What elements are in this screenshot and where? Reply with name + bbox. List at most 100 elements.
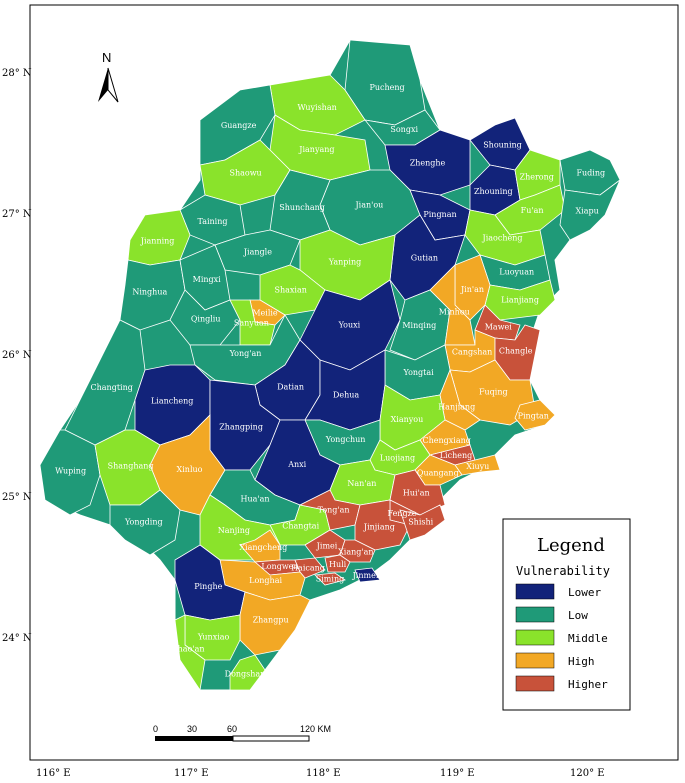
county-label: Jimei (316, 542, 338, 551)
latitude-labels: 28° N 27° N 26° N 25° N 24° N (2, 68, 32, 644)
region-sanyuan (229, 299, 276, 346)
lat-label-26: 26° N (2, 350, 32, 361)
county-label: Nan'an (347, 479, 376, 488)
county-label: Hanjiang (438, 403, 475, 412)
region-shanghang (94, 429, 161, 506)
legend: Legend Vulnerability Lower Low Middle High H… (502, 518, 631, 711)
county-label: Licheng (440, 451, 473, 460)
lat-label-27: 27° N (2, 209, 32, 220)
legend-item-label: High (568, 655, 595, 668)
county-label: Fengze (387, 509, 416, 518)
county-label: Minqing (402, 321, 436, 330)
scale-tick-60: 60 (227, 724, 237, 734)
region-shishi (399, 504, 446, 541)
county-label: Zhangpu (253, 616, 289, 625)
county-label: Liancheng (151, 397, 193, 406)
county-label: Longwen (261, 562, 298, 571)
county-label: Yanping (328, 257, 362, 266)
county-label: Xianyou (391, 415, 424, 424)
county-label: Changting (91, 383, 133, 392)
county-label: Zhenghe (410, 159, 446, 168)
county-label: Xiuyu (466, 462, 489, 471)
county-label: Yongding (124, 517, 163, 526)
county-label: Shunchang (279, 203, 325, 212)
county-label: Luoyuan (499, 268, 534, 277)
county-label: Anxi (287, 460, 306, 469)
lat-label-25: 25° N (2, 492, 32, 503)
region-pingtan (514, 399, 556, 431)
county-label: Yongtai (402, 368, 434, 377)
county-label: Quangang (417, 469, 459, 478)
legend-item-label: Low (568, 609, 588, 622)
county-label: Changle (499, 346, 533, 355)
legend-swatch (515, 629, 555, 646)
county-label: Xiang'an (338, 548, 373, 557)
county-label: Zhao'an (172, 644, 204, 653)
legend-subtitle: Vulnerability (516, 564, 610, 578)
county-label: Longhai (249, 576, 282, 585)
county-label: Hua'an (240, 495, 269, 504)
county-label: Youxi (338, 320, 361, 329)
county-label: Shaxian (274, 285, 306, 294)
region-huli (324, 554, 351, 573)
county-label: Wuyishan (297, 103, 336, 112)
county-label: Mingxi (193, 275, 222, 284)
region-dongshan (229, 654, 266, 691)
lon-label-119: 119° E (440, 768, 475, 779)
county-label: Dehua (333, 390, 359, 399)
region-zhaoan (174, 614, 206, 692)
county-label: Zhouning (474, 187, 513, 196)
legend-swatch (515, 606, 555, 623)
county-label: Taining (197, 217, 227, 226)
scale-tick-30: 30 (187, 724, 197, 734)
county-labels: Pucheng Songxi Wuyishan Guangze Jianyang Shao… (55, 83, 605, 678)
county-label: Ninghua (132, 287, 167, 296)
county-label: Pingnan (423, 210, 456, 219)
county-label: Datian (277, 382, 304, 391)
county-label: Jiaocheng (482, 234, 523, 243)
lon-label-117: 117° E (174, 768, 209, 779)
county-regions (39, 39, 621, 692)
lat-label-28: 28° N (2, 68, 32, 79)
scale-end-label: 120 KM (300, 724, 331, 734)
region-haicang (294, 557, 326, 579)
scale-bar: 0 30 60 120 KM (153, 724, 331, 742)
county-label: Yong'an (229, 349, 262, 358)
county-label: Hui'an (403, 489, 430, 498)
county-label: Haicang (291, 564, 325, 573)
county-label: Changtai (282, 522, 319, 531)
county-label: Shouning (483, 141, 522, 150)
legend-swatch (515, 583, 555, 600)
county-label: Jin'an (460, 285, 484, 294)
county-label: Pucheng (370, 83, 405, 92)
county-label: Luojiang (380, 454, 415, 463)
county-label: Zhangping (219, 423, 263, 432)
region-xiapu (559, 178, 621, 241)
county-label: Xiangcheng (239, 543, 287, 552)
north-label: N (102, 50, 111, 65)
county-label: Nanjing (218, 526, 250, 535)
county-label: Siming (316, 574, 344, 583)
lon-label-116: 116° E (36, 768, 71, 779)
longitude-labels: 116° E 117° E 118° E 119° E 120° E (36, 768, 605, 779)
county-label: Shanghang (108, 462, 154, 471)
county-label: Shaowu (229, 169, 261, 178)
scale-tick-0: 0 (153, 724, 158, 734)
north-arrow: N (98, 50, 119, 103)
county-label: Xiapu (575, 207, 598, 216)
county-label: Mawei (485, 322, 513, 331)
county-label: Pingtan (518, 412, 549, 421)
region-jinmen (354, 567, 381, 583)
region-jinjiang (354, 499, 411, 551)
legend-swatch (515, 652, 555, 669)
region-yongding (109, 489, 181, 556)
lon-label-118: 118° E (306, 768, 341, 779)
legend-item-label: Middle (568, 632, 608, 645)
legend-item-label: Higher (568, 678, 608, 691)
county-label: Shishi (408, 517, 433, 526)
county-label: Zherong (520, 173, 554, 182)
county-label: Yunxiao (197, 632, 230, 641)
county-label: Chengxiang (422, 436, 470, 445)
county-label: Jiangle (243, 247, 272, 256)
